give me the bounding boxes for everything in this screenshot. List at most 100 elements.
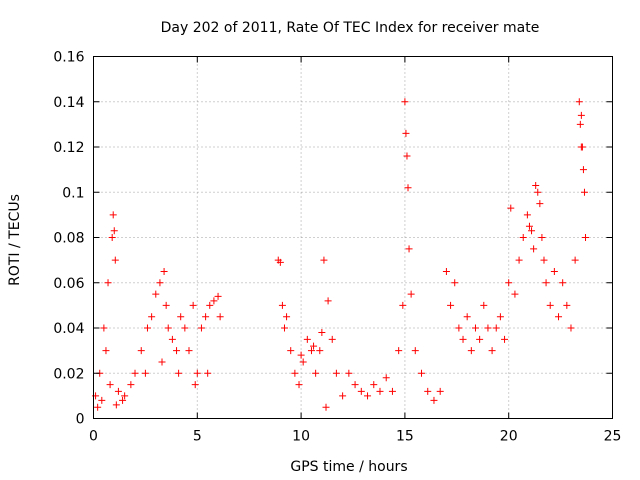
data-point — [401, 98, 409, 106]
data-point — [158, 358, 166, 366]
data-point — [206, 301, 214, 309]
data-point — [339, 392, 347, 400]
data-point — [320, 256, 328, 264]
data-point — [480, 301, 488, 309]
data-point — [114, 387, 122, 395]
data-point — [459, 335, 467, 343]
data-point — [471, 324, 479, 332]
data-point — [299, 358, 307, 366]
y-axis-label: ROTI / TECUs — [7, 194, 23, 286]
data-point — [295, 381, 303, 389]
data-point — [210, 297, 218, 305]
data-point — [181, 324, 189, 332]
data-point — [577, 143, 585, 151]
data-point — [297, 351, 305, 359]
data-point — [507, 204, 515, 212]
data-point — [175, 369, 183, 377]
y-tick-label: 0.14 — [53, 95, 84, 111]
data-point — [141, 369, 149, 377]
x-axis-label: GPS time / hours — [290, 459, 407, 475]
data-point — [567, 324, 575, 332]
data-point — [104, 279, 112, 287]
data-point — [550, 267, 558, 275]
data-point — [580, 188, 588, 196]
data-point — [467, 347, 475, 355]
data-point — [442, 267, 450, 275]
data-point — [403, 152, 411, 160]
data-point — [202, 313, 210, 321]
data-point — [501, 335, 509, 343]
data-point — [98, 396, 106, 404]
data-point — [280, 324, 288, 332]
data-point — [424, 387, 432, 395]
y-tick-label: 0.12 — [53, 140, 84, 156]
data-point — [496, 313, 504, 321]
data-point — [519, 234, 527, 241]
x-tick-label: 20 — [500, 429, 518, 445]
data-point — [528, 227, 536, 235]
data-point — [312, 369, 320, 377]
data-point — [168, 335, 176, 343]
data-point — [505, 279, 513, 287]
data-point — [455, 324, 463, 332]
data-point — [577, 111, 585, 119]
y-tick-label: 0.04 — [53, 321, 84, 337]
data-point — [191, 381, 199, 389]
data-point — [131, 369, 139, 377]
data-point — [109, 211, 117, 219]
data-point — [534, 188, 542, 196]
data-point — [418, 369, 426, 377]
data-point — [404, 184, 412, 192]
data-point — [148, 313, 156, 321]
x-tick-label: 25 — [604, 429, 622, 445]
data-point — [102, 347, 110, 355]
data-point — [160, 267, 168, 275]
data-point — [287, 347, 295, 355]
data-point — [571, 256, 579, 264]
data-point — [579, 166, 587, 174]
data-point — [430, 396, 438, 404]
x-tick-label: 5 — [193, 429, 202, 445]
data-point — [351, 381, 359, 389]
data-point — [322, 403, 330, 411]
data-point — [332, 369, 340, 377]
data-point — [484, 324, 492, 332]
data-point — [546, 301, 554, 309]
data-point — [324, 297, 332, 305]
data-point — [278, 301, 286, 309]
data-point — [525, 222, 533, 230]
plot-frame — [93, 56, 613, 419]
data-point — [345, 369, 353, 377]
data-point — [530, 245, 538, 253]
data-point — [540, 256, 548, 264]
data-point — [197, 324, 205, 332]
data-point — [177, 313, 185, 321]
data-point — [316, 347, 324, 355]
data-point — [307, 347, 315, 355]
data-point — [582, 234, 590, 241]
data-point — [576, 120, 584, 128]
y-tick-label: 0.06 — [53, 276, 84, 292]
data-point — [395, 347, 403, 355]
y-tick-label: 0.08 — [53, 231, 84, 247]
data-point — [370, 381, 378, 389]
data-point — [189, 301, 197, 309]
data-point — [162, 301, 170, 309]
chart-title: Day 202 of 2011, Rate Of TEC Index for r… — [161, 20, 540, 36]
data-point — [542, 279, 550, 287]
data-point — [532, 181, 540, 189]
data-point — [451, 279, 459, 287]
x-tick-label: 10 — [292, 429, 310, 445]
data-point — [575, 98, 583, 106]
y-tick-label: 0.1 — [62, 185, 84, 201]
data-point — [216, 313, 224, 321]
data-point — [463, 313, 471, 321]
data-point — [121, 392, 129, 400]
data-point — [402, 129, 410, 137]
data-point — [110, 227, 118, 235]
data-point — [488, 347, 496, 355]
data-points — [92, 98, 590, 411]
x-tick-label: 0 — [89, 429, 98, 445]
data-point — [476, 335, 484, 343]
data-point — [436, 387, 444, 395]
